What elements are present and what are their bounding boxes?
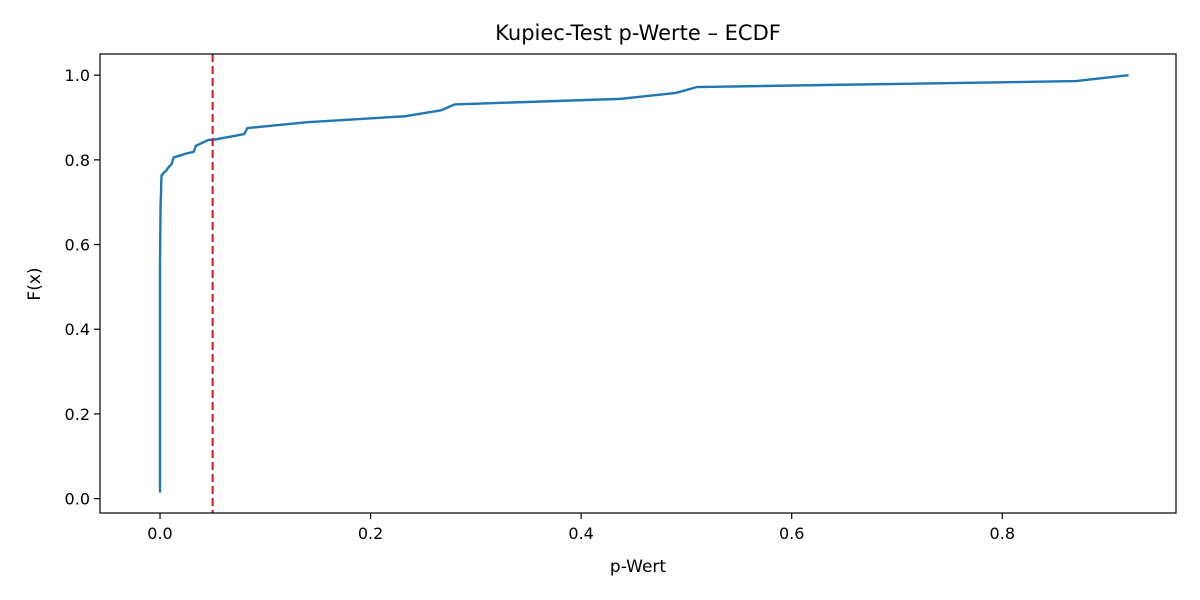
chart-title: Kupiec-Test p-Werte – ECDF (495, 21, 781, 45)
y-tick-label: 0.4 (65, 320, 90, 339)
x-tick-label: 0.2 (358, 524, 383, 543)
x-axis-label: p-Wert (610, 557, 666, 577)
x-tick-label: 0.4 (568, 524, 593, 543)
y-axis-ticks: 0.0 0.2 0.4 0.6 0.8 1.0 (65, 66, 100, 509)
y-tick-label: 1.0 (65, 66, 90, 85)
plot-frame (99, 53, 1177, 514)
y-axis-label: F(x) (25, 267, 45, 300)
x-tick-label: 0.0 (147, 524, 172, 543)
ecdf-line-0 (158, 73, 1129, 493)
x-axis-ticks: 0.0 0.2 0.4 0.6 0.8 (147, 513, 1015, 543)
y-tick-label: 0.6 (65, 236, 90, 255)
plot-area (158, 54, 1129, 513)
y-tick-label: 0.2 (65, 405, 90, 424)
x-tick-label: 0.6 (779, 524, 804, 543)
y-tick-label: 0.8 (65, 151, 90, 170)
x-tick-label: 0.8 (990, 524, 1015, 543)
y-tick-label: 0.0 (65, 490, 90, 509)
